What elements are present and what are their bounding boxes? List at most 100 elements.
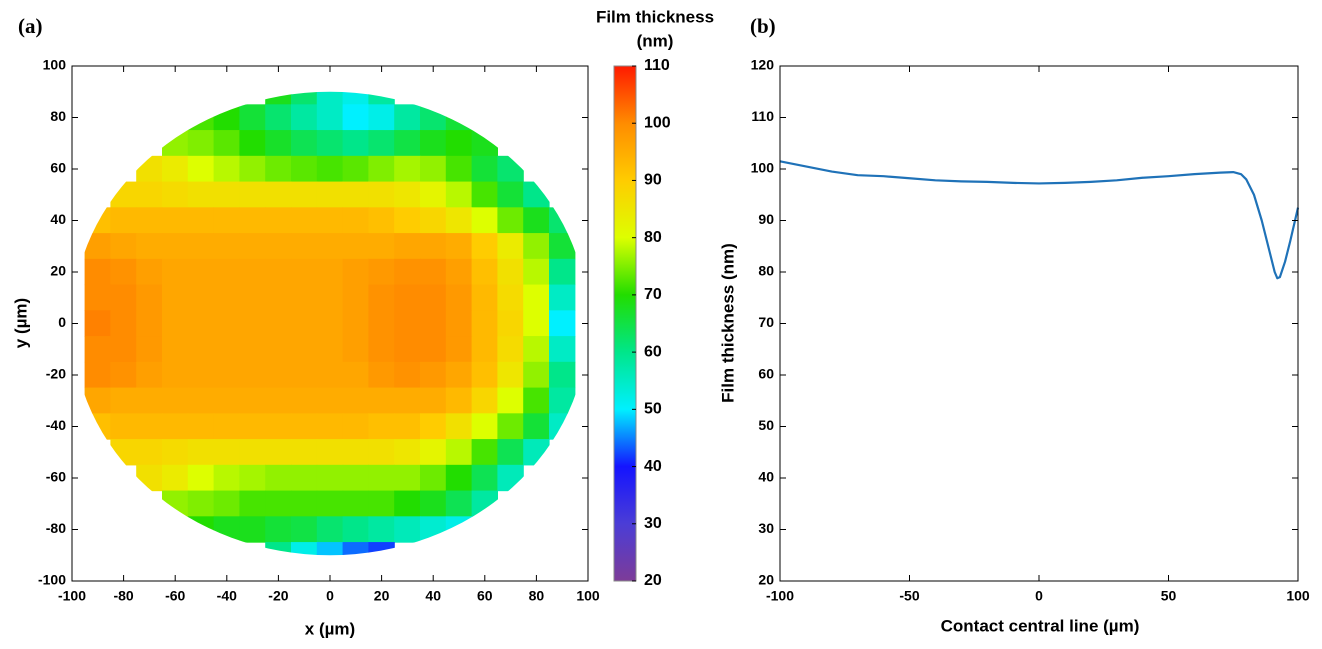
contour-cell <box>162 413 189 440</box>
contour-cell <box>394 233 421 260</box>
contour-cell <box>213 258 240 286</box>
y-tick-label: 20 <box>758 572 774 588</box>
contour-cell <box>84 258 111 286</box>
contour-cell <box>368 464 395 492</box>
contour-cell <box>445 181 473 208</box>
contour-cell <box>162 387 189 414</box>
contour-cell <box>239 464 266 492</box>
y-tick-label: 60 <box>50 160 66 176</box>
contour-cell <box>471 464 498 492</box>
contour-cell <box>265 284 292 311</box>
contour-cell <box>187 155 215 183</box>
contour-cell <box>213 413 240 440</box>
contour-cell <box>213 233 240 260</box>
contour-cell <box>187 361 215 389</box>
contour-cell <box>394 258 421 286</box>
contour-cell <box>549 310 576 337</box>
contour-cell <box>394 336 421 363</box>
contour-cell <box>549 258 576 286</box>
x-tick-label: 100 <box>1286 588 1310 604</box>
contour-cell <box>239 387 266 414</box>
contour-cell <box>316 439 344 466</box>
contour-cell <box>342 361 369 389</box>
y-tick-label: -100 <box>38 572 66 588</box>
contour-cell <box>213 464 240 492</box>
contour-cell <box>342 104 369 131</box>
contour-cell <box>213 181 240 208</box>
contour-cell <box>136 464 163 492</box>
contour-cell <box>523 439 550 466</box>
contour-cell <box>291 310 318 337</box>
contour-cell <box>342 464 369 492</box>
contour-cell <box>471 233 498 260</box>
contour-cell <box>342 439 369 466</box>
y-axis-title: Film thickness (nm) <box>718 243 737 403</box>
contour-cell <box>316 91 344 105</box>
contour-cell <box>84 310 111 337</box>
contour-cell <box>471 130 498 157</box>
contour-cell <box>187 516 215 543</box>
contour-cell <box>84 207 111 234</box>
contour-cell <box>471 490 498 517</box>
contour-cell <box>471 207 498 234</box>
contour-cell <box>342 207 369 234</box>
contour-cell <box>549 233 576 260</box>
y-tick-label: 90 <box>758 211 774 227</box>
contour-cell <box>291 155 318 183</box>
contour-cell <box>368 310 395 337</box>
contour-cell <box>187 464 215 492</box>
contour-cell <box>187 310 215 337</box>
contour-cell <box>316 542 344 556</box>
contour-cell <box>187 413 215 440</box>
contour-cell <box>368 155 395 183</box>
contour-cell <box>316 130 344 157</box>
contour-cell <box>136 207 163 234</box>
contour-cell <box>394 413 421 440</box>
contour-cell <box>265 155 292 183</box>
y-tick-label: 80 <box>50 108 66 124</box>
contour-cell <box>420 464 447 492</box>
contour-cell <box>342 258 369 286</box>
x-tick-label: 0 <box>326 588 334 604</box>
contour-cell <box>342 336 369 363</box>
colorbar <box>613 65 637 582</box>
contour-cell <box>136 413 163 440</box>
contour-cell <box>291 464 318 492</box>
colorbar-tick-label: 100 <box>644 114 671 131</box>
contour-cell <box>136 155 163 183</box>
contour-cell <box>445 490 473 517</box>
contour-cell <box>136 233 163 260</box>
contour-cell <box>471 387 498 414</box>
contour-cell <box>265 542 292 556</box>
contour-cell <box>291 336 318 363</box>
contour-cell <box>445 233 473 260</box>
x-tick-label: -100 <box>766 588 794 604</box>
contour-cell <box>265 490 292 517</box>
contour-cell <box>445 464 473 492</box>
y-tick-label: 50 <box>758 417 774 433</box>
contour-cell <box>162 310 189 337</box>
x-tick-label: -40 <box>217 588 237 604</box>
contour-cell <box>368 130 395 157</box>
y-tick-label: 70 <box>758 314 774 330</box>
contour-cell <box>162 439 189 466</box>
y-tick-label: -20 <box>46 366 66 382</box>
contour-cell <box>213 516 240 543</box>
colorbar-tick-label: 90 <box>644 172 662 189</box>
contour-cell <box>394 284 421 311</box>
contour-cell <box>265 258 292 286</box>
contour-cell <box>265 310 292 337</box>
contour-cell <box>239 284 266 311</box>
contour-cell <box>316 336 344 363</box>
contour-cell <box>445 207 473 234</box>
contour-cell <box>291 207 318 234</box>
contour-cell <box>497 155 524 183</box>
contour-cell <box>162 464 189 492</box>
contour-cell <box>342 387 369 414</box>
x-tick-label: -50 <box>899 588 919 604</box>
contour-cell <box>110 207 137 234</box>
contour-cell <box>497 413 524 440</box>
contour-cell <box>110 413 137 440</box>
contour-cell <box>420 413 447 440</box>
